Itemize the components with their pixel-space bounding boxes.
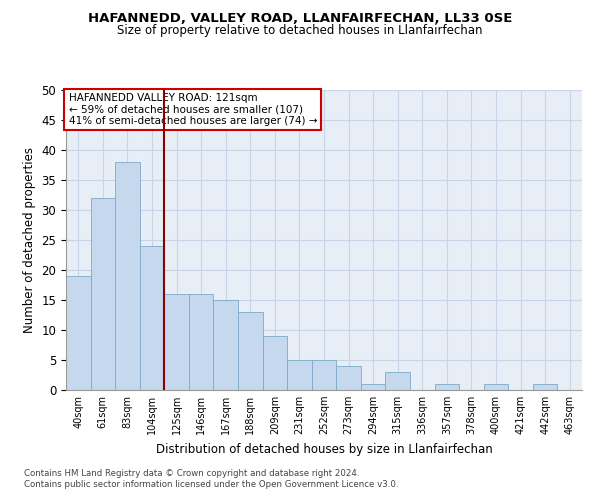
Text: HAFANNEDD, VALLEY ROAD, LLANFAIRFECHAN, LL33 0SE: HAFANNEDD, VALLEY ROAD, LLANFAIRFECHAN, … — [88, 12, 512, 26]
Bar — [434, 384, 459, 390]
Bar — [115, 162, 140, 390]
Bar — [238, 312, 263, 390]
Bar — [385, 372, 410, 390]
Bar — [336, 366, 361, 390]
Bar — [164, 294, 189, 390]
Bar — [361, 384, 385, 390]
Bar — [287, 360, 312, 390]
Text: Distribution of detached houses by size in Llanfairfechan: Distribution of detached houses by size … — [155, 442, 493, 456]
Bar — [140, 246, 164, 390]
Bar — [189, 294, 214, 390]
Bar — [263, 336, 287, 390]
Text: Size of property relative to detached houses in Llanfairfechan: Size of property relative to detached ho… — [117, 24, 483, 37]
Bar — [533, 384, 557, 390]
Y-axis label: Number of detached properties: Number of detached properties — [23, 147, 36, 333]
Text: Contains public sector information licensed under the Open Government Licence v3: Contains public sector information licen… — [24, 480, 398, 489]
Text: HAFANNEDD VALLEY ROAD: 121sqm
← 59% of detached houses are smaller (107)
41% of : HAFANNEDD VALLEY ROAD: 121sqm ← 59% of d… — [68, 93, 317, 126]
Bar — [91, 198, 115, 390]
Bar — [214, 300, 238, 390]
Bar — [484, 384, 508, 390]
Bar — [312, 360, 336, 390]
Bar — [66, 276, 91, 390]
Text: Contains HM Land Registry data © Crown copyright and database right 2024.: Contains HM Land Registry data © Crown c… — [24, 468, 359, 477]
